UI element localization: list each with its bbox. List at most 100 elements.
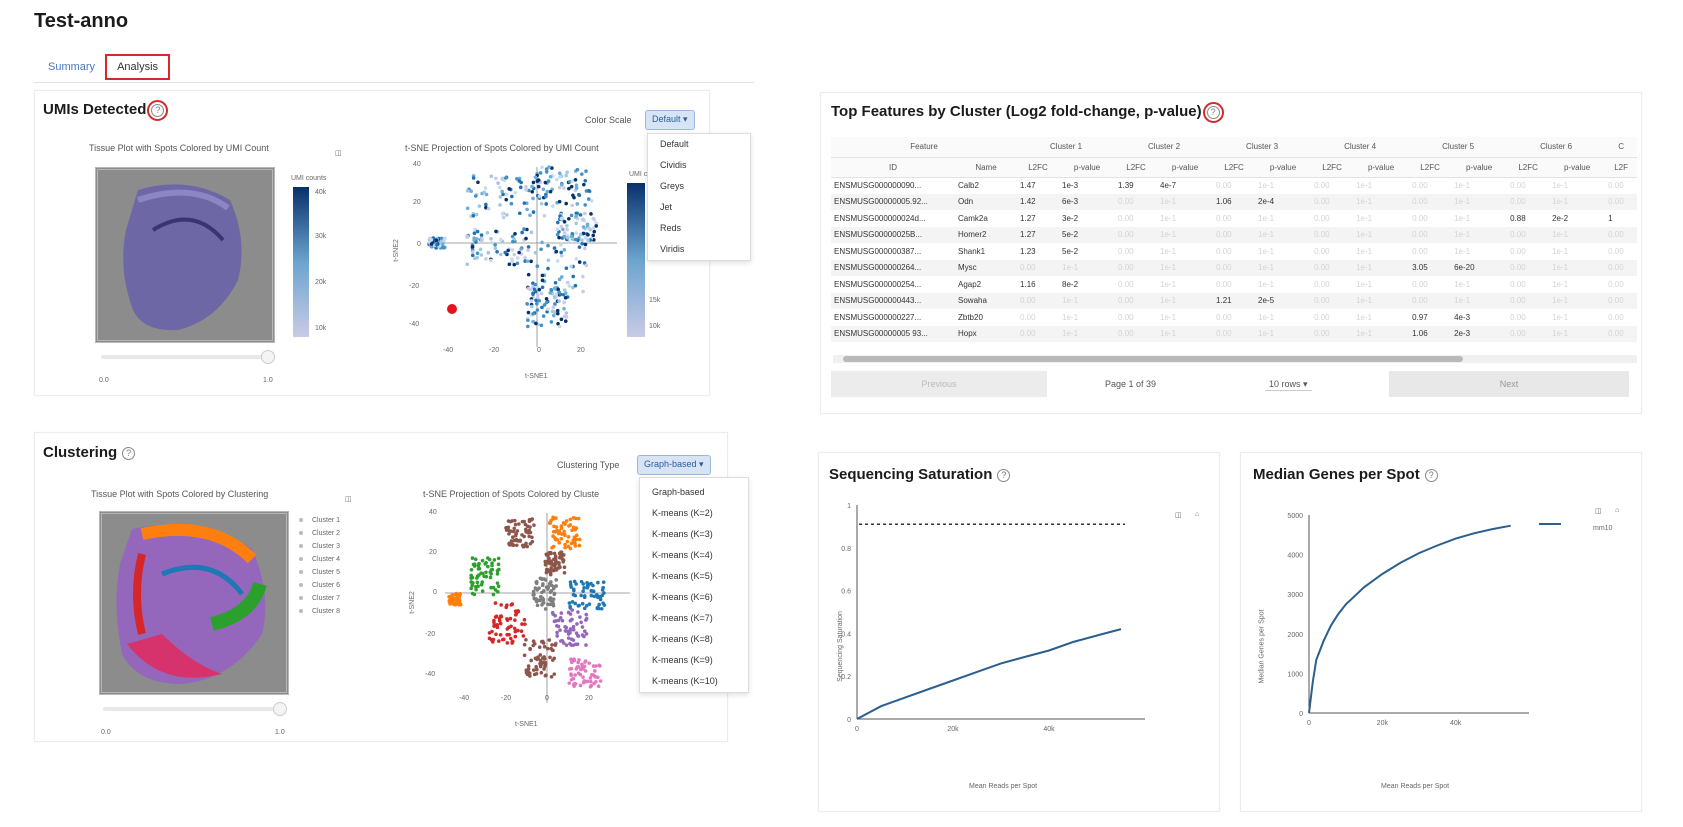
home-icon[interactable]: ⌂ [1195, 511, 1200, 518]
rows-per-page-select[interactable]: 10 rows ▾ [1265, 379, 1312, 391]
table-cell: 0.00 [1507, 259, 1550, 276]
color-scale-option[interactable]: Jet [660, 202, 673, 212]
table-row[interactable]: ENSMUSG00000005 93... Hopx 0.00 1e-1 0.00 1e-… [831, 325, 1638, 342]
table-row[interactable]: ENSMUSG000000264... Mysc 0.00 1e-1 0.00 1e-1 0… [831, 259, 1638, 276]
legend-item[interactable]: Cluster 8 [299, 608, 340, 621]
clustering-slider-knob[interactable] [273, 702, 287, 716]
tsne-point [563, 545, 567, 550]
table-group-header[interactable]: C [1605, 137, 1638, 158]
tab-analysis[interactable]: Analysis [105, 54, 171, 80]
home-icon[interactable]: ⌂ [1615, 507, 1620, 514]
camera-icon[interactable]: ◫ [345, 496, 352, 503]
legend-item[interactable]: Cluster 2 [299, 530, 340, 543]
color-scale-option[interactable]: Cividis [660, 160, 687, 170]
table-column-header[interactable]: L2FC [1409, 157, 1452, 178]
scrollbar-thumb[interactable] [843, 356, 1463, 362]
table-column-header[interactable]: ID [831, 157, 955, 178]
tsne-point [522, 519, 526, 524]
camera-icon[interactable]: ◫ [1595, 508, 1602, 515]
table-group-header[interactable]: Cluster 1 [1017, 137, 1116, 158]
next-button[interactable]: Next [1389, 371, 1629, 397]
legend-item[interactable]: Cluster 6 [299, 582, 340, 595]
tsne-point [550, 598, 554, 602]
legend-item[interactable]: Cluster 5 [299, 569, 340, 582]
color-scale-option[interactable]: Greys [660, 181, 685, 191]
table-row[interactable]: ENSMUSG000000227... Zbtb20 0.00 1e-1 0.00 1e-… [831, 309, 1637, 326]
tsne-point [474, 212, 479, 217]
table-column-header[interactable]: p-value [1451, 157, 1508, 178]
color-scale-option[interactable]: Reds [660, 223, 682, 233]
color-scale-select[interactable]: Default ▾ [645, 110, 695, 130]
legend-item[interactable]: Cluster 3 [299, 543, 340, 556]
tsne-point [553, 643, 558, 647]
tsne-point [577, 543, 582, 548]
table-column-header[interactable]: L2F [1605, 157, 1638, 178]
table-column-header[interactable]: p-value [1059, 157, 1116, 178]
table-column-header[interactable]: L2FC [1017, 157, 1060, 178]
table-column-header[interactable]: L2FC [1311, 157, 1354, 178]
table-column-header[interactable]: p-value [1353, 157, 1410, 178]
umi-slider-knob[interactable] [261, 350, 275, 364]
tsne-point [546, 307, 550, 312]
table-row[interactable]: ENSMUSG000000387... Shank1 1.23 5e-2 0.00 1e-… [831, 243, 1637, 260]
table-group-header[interactable]: Cluster 6 [1507, 137, 1606, 158]
features-help-icon[interactable]: ? [1202, 101, 1224, 123]
camera-icon[interactable]: ◫ [335, 150, 342, 157]
tsne-point [529, 299, 534, 303]
table-column-header[interactable]: p-value [1549, 157, 1606, 178]
saturation-help-icon[interactable]: ? [997, 468, 1011, 482]
clustering-type-select[interactable]: Graph-based ▾ [637, 455, 711, 475]
camera-icon[interactable]: ◫ [1175, 512, 1182, 519]
table-column-header[interactable]: Name [955, 157, 1018, 178]
median-genes-help-icon[interactable]: ? [1424, 468, 1438, 482]
table-cell: 0.00 [1510, 181, 1526, 190]
clustering-option[interactable]: K-means (K=9) [652, 655, 713, 665]
clustering-option[interactable]: K-means (K=10) [652, 676, 718, 686]
table-group-header[interactable]: Cluster 2 [1115, 137, 1214, 158]
table-column-header[interactable]: p-value [1157, 157, 1214, 178]
previous-button[interactable]: Previous [831, 371, 1047, 397]
table-group-header[interactable]: Cluster 4 [1311, 137, 1410, 158]
tsne-point [528, 646, 532, 651]
features-table: Feature Cluster 1 Cluster 2 Cluster 3 Cl… [831, 137, 1638, 342]
umi-opacity-slider[interactable] [101, 355, 271, 359]
clustering-option[interactable]: K-means (K=5) [652, 571, 713, 581]
table-row[interactable]: ENSMUSG000000090... Calb2 1.47 1e-3 1.39 4e-7… [831, 177, 1637, 194]
table-row[interactable]: ENSMUSG000000024d... Camk2a 1.27 3e-2 0.00 1e… [831, 210, 1637, 227]
tsne-point [536, 184, 541, 189]
clustering-help-icon[interactable]: ? [122, 446, 136, 460]
clustering-option[interactable]: K-means (K=3) [652, 529, 713, 539]
tsne-point [565, 170, 569, 175]
tsne-point [583, 669, 588, 673]
table-group-header[interactable]: Cluster 3 [1213, 137, 1312, 158]
tab-summary[interactable]: Summary [48, 61, 96, 73]
table-horizontal-scrollbar[interactable] [833, 355, 1637, 363]
table-cell: 1e-1 [1062, 312, 1079, 322]
table-row[interactable]: ENSMUSG000000443... Sowaha 0.00 1e-1 0.00 1e-… [831, 292, 1638, 309]
table-row[interactable]: ENSMUSG00000025B... Homer2 1.27 5e-2 0.00 1e-… [831, 226, 1638, 243]
tsne-point [564, 266, 569, 271]
table-column-header[interactable]: L2FC [1507, 157, 1550, 178]
color-scale-option[interactable]: Default [660, 139, 689, 149]
clustering-option[interactable]: Graph-based [652, 487, 705, 497]
tsne-point [536, 295, 540, 300]
tsne-point [567, 216, 571, 221]
clustering-option[interactable]: K-means (K=6) [652, 592, 713, 602]
table-column-header[interactable]: L2FC [1213, 157, 1256, 178]
legend-item[interactable]: Cluster 7 [299, 595, 340, 608]
clustering-opacity-slider[interactable] [103, 707, 283, 711]
legend-item[interactable]: Cluster 4 [299, 556, 340, 569]
clustering-option[interactable]: K-means (K=7) [652, 613, 713, 623]
clustering-option[interactable]: K-means (K=2) [652, 508, 713, 518]
clustering-option[interactable]: K-means (K=4) [652, 550, 713, 560]
color-scale-option[interactable]: Viridis [660, 244, 685, 254]
table-row[interactable]: ENSMUSG00000005.92... Odn 1.42 6e-3 0.00 1e-1… [831, 193, 1638, 210]
table-row[interactable]: ENSMUSG000000254... Agap2 1.16 8e-2 0.00 1e-1… [831, 276, 1637, 293]
legend-item[interactable]: Cluster 1 [299, 517, 340, 530]
umi-help-icon[interactable]: ? [147, 99, 169, 121]
clustering-option[interactable]: K-means (K=8) [652, 634, 713, 644]
table-column-header[interactable]: L2FC [1115, 157, 1158, 178]
table-column-header[interactable]: p-value [1255, 157, 1312, 178]
tsne-point [505, 603, 509, 607]
table-group-header[interactable]: Cluster 5 [1409, 137, 1508, 158]
